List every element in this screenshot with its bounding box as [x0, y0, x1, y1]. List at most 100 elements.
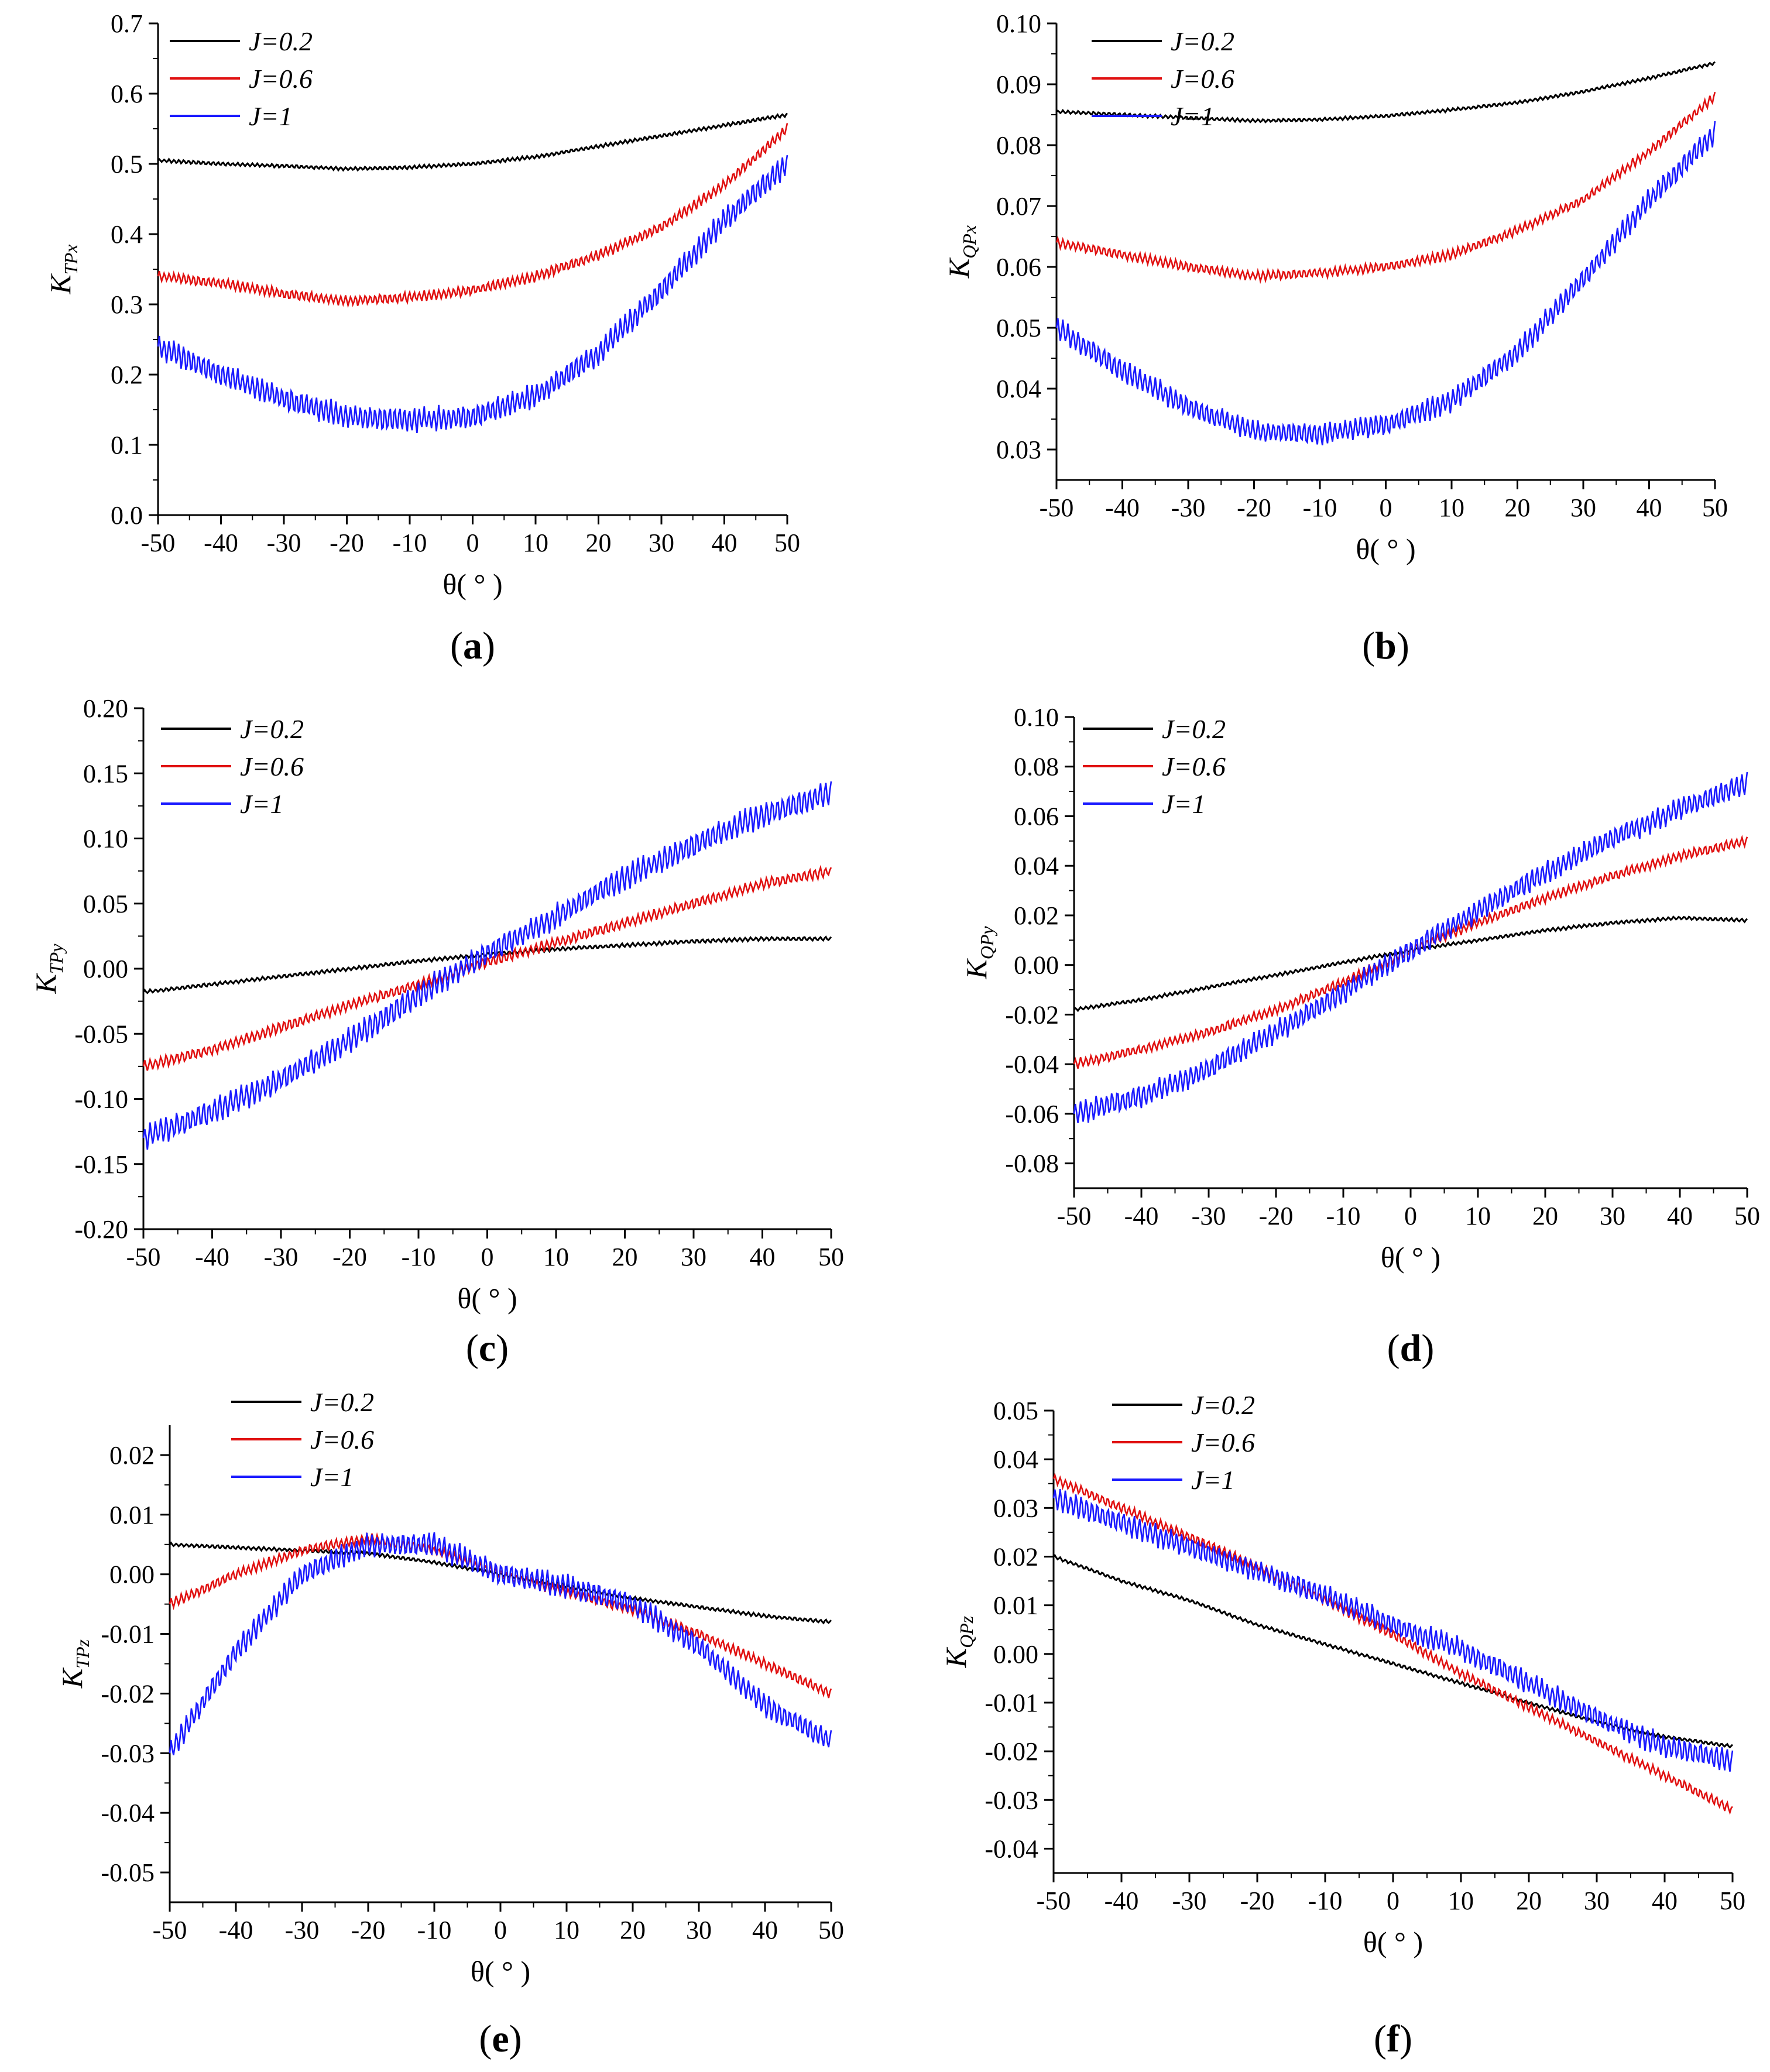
chart-panel-b: -50 -40 -30 -20 -10 0 10 20 30 40 50 0.03 0.04 0.05 0.…	[942, 9, 1728, 667]
y-axis-label-sub: QPy	[976, 926, 997, 960]
y-tick-label: 0.00	[109, 1560, 155, 1589]
chart-panel-e: -50 -40 -30 -20 -10 0 10 20 30 40 50 -0.05 -0.04 -0.0…	[56, 1387, 844, 2060]
y-axis-label-main: K	[44, 273, 77, 294]
x-tick-label: -10	[393, 529, 427, 557]
x-tick-label: -20	[351, 1916, 386, 1944]
x-tick-label: 20	[586, 529, 612, 557]
x-axis-label: θ( ° )	[471, 1955, 530, 1988]
y-tick-label: 0.10	[1014, 703, 1059, 732]
x-tick-label: 30	[1600, 1202, 1625, 1230]
x-tick-label: -20	[1259, 1202, 1294, 1230]
y-tick-label: 0.00	[993, 1640, 1038, 1669]
y-tick-label: -0.01	[985, 1689, 1038, 1717]
x-tick-label: -30	[1172, 1886, 1207, 1915]
x-tick-label: 20	[612, 1243, 638, 1271]
x-tick-label: -20	[1240, 1886, 1275, 1915]
x-tick-label: -40	[1104, 1886, 1139, 1915]
series-line-J=1	[142, 781, 832, 1150]
chart-panel-a: -50 -40 -30 -20 -10 0 10 20 30 40 50 0.0 0.1 0.2 0.3 0.…	[44, 9, 800, 667]
x-tick-label: -30	[264, 1243, 299, 1271]
y-axis-label-sub: QPx	[959, 225, 980, 259]
y-tick-label: 0.15	[83, 759, 128, 788]
legend-label: J=0.2	[310, 1387, 374, 1417]
x-tick-label: 0	[481, 1243, 494, 1271]
y-axis-label: KQPz	[939, 1615, 977, 1668]
legend-label: J=0.6	[1162, 752, 1226, 781]
y-tick-label: 0.2	[111, 361, 143, 389]
legend-label: J=1	[1162, 789, 1205, 819]
y-axis-label: KTPx	[44, 245, 81, 295]
x-tick-label: -50	[1040, 493, 1074, 522]
x-tick-label: 30	[1584, 1886, 1610, 1915]
x-tick-label: 20	[1532, 1202, 1558, 1230]
x-tick-label: 40	[752, 1916, 778, 1944]
y-axis-label-main: K	[942, 257, 975, 279]
y-axis-label-sub: TPx	[60, 245, 81, 275]
series-line-J=0.2	[142, 935, 832, 994]
y-axis-label-sub: TPz	[72, 1639, 93, 1668]
x-tick-label: 20	[1505, 493, 1531, 522]
x-tick-label: -10	[402, 1243, 436, 1271]
y-tick-label: -0.08	[1005, 1150, 1059, 1178]
x-tick-label: -40	[204, 529, 238, 557]
y-tick-label: 0.6	[111, 80, 143, 108]
legend-label: J=0.6	[310, 1425, 374, 1454]
y-tick-label: 0.09	[996, 70, 1041, 99]
y-tick-label: -0.02	[1005, 1000, 1059, 1029]
x-tick-label: 10	[543, 1243, 569, 1271]
x-tick-label: -10	[1308, 1886, 1343, 1915]
x-tick-label: -30	[285, 1916, 320, 1944]
panel-label: (a)	[450, 625, 495, 667]
y-tick-label: -0.03	[101, 1739, 155, 1768]
y-tick-label: -0.06	[1005, 1100, 1059, 1128]
y-tick-label: 0.05	[996, 314, 1041, 342]
x-axis-label: θ( ° )	[1363, 1926, 1423, 1958]
legend-label: J=0.6	[249, 64, 313, 94]
y-tick-label: -0.10	[74, 1085, 128, 1114]
y-tick-label: 0.00	[83, 955, 128, 983]
x-tick-label: -40	[1105, 493, 1140, 522]
x-tick-label: 50	[818, 1916, 844, 1944]
y-axis-label-main: K	[56, 1667, 88, 1689]
legend-label: J=1	[249, 101, 292, 131]
y-tick-label: -0.20	[74, 1215, 128, 1244]
y-tick-label: 0.1	[111, 431, 143, 459]
x-axis-label: θ( ° )	[457, 1282, 517, 1315]
y-tick-label: -0.01	[101, 1620, 155, 1649]
y-tick-label: 0.10	[996, 9, 1041, 38]
legend-label: J=0.6	[1171, 64, 1234, 94]
x-tick-label: -50	[153, 1916, 187, 1944]
y-axis-label: KTPz	[56, 1639, 93, 1689]
y-tick-label: 0.01	[109, 1501, 155, 1529]
x-tick-label: -20	[332, 1243, 367, 1271]
x-tick-label: 0	[494, 1916, 507, 1944]
x-tick-label: -20	[1237, 493, 1271, 522]
y-tick-label: 0.00	[1014, 951, 1059, 980]
x-tick-label: 40	[750, 1243, 776, 1271]
series-line-J=0.6	[1073, 835, 1748, 1069]
legend-label: J=0.2	[1171, 26, 1234, 56]
x-tick-label: 40	[1652, 1886, 1678, 1915]
series-line-J=0.6	[1052, 1472, 1733, 1815]
x-axis-label: θ( ° )	[442, 568, 502, 601]
x-tick-label: 40	[1637, 493, 1662, 522]
y-axis-label: KQPx	[942, 225, 980, 279]
y-tick-label: 0.02	[1014, 901, 1059, 930]
series-line-J=1	[1052, 1489, 1734, 1772]
legend-label: J=0.2	[1162, 714, 1226, 744]
x-tick-label: 30	[1570, 493, 1596, 522]
x-tick-label: -40	[195, 1243, 229, 1271]
chart-panel-c: -50 -40 -30 -20 -10 0 10 20 30 40 50 -0.20 -0.15 -0.1…	[29, 694, 844, 1370]
series-line-J=1	[1073, 771, 1748, 1123]
y-tick-label: 0.02	[109, 1441, 155, 1470]
panel-label: (e)	[479, 2018, 522, 2060]
x-tick-label: -20	[330, 529, 364, 557]
y-tick-label: -0.15	[74, 1150, 128, 1179]
y-tick-label: 0.08	[1014, 753, 1059, 781]
series-line-J=0.2	[1052, 1553, 1734, 1749]
y-tick-label: 0.7	[111, 9, 143, 38]
panel-label: (c)	[466, 1327, 509, 1370]
x-tick-label: 10	[523, 529, 548, 557]
series-line-J=0.2	[169, 1541, 832, 1625]
y-tick-label: 0.03	[993, 1494, 1038, 1522]
